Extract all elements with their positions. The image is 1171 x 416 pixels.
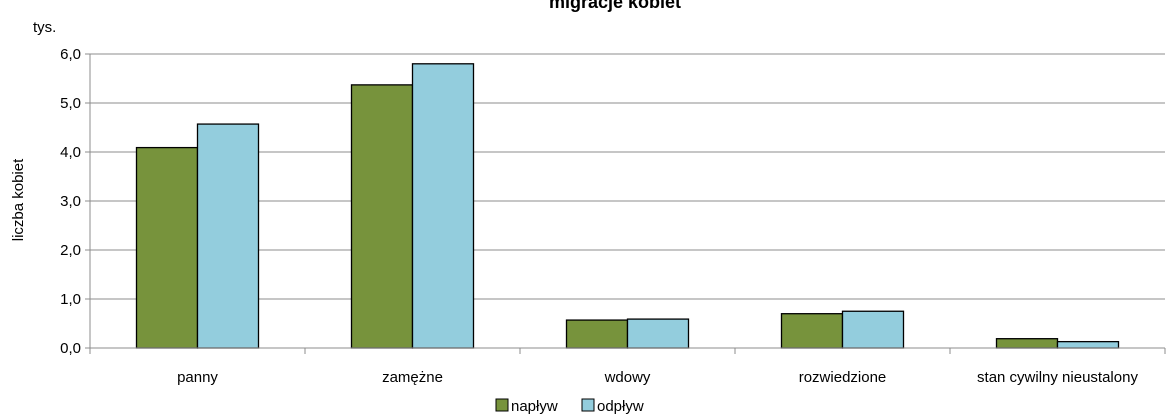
x-category-label: stan cywilny nieustalony bbox=[977, 369, 1138, 386]
bars bbox=[135, 63, 1120, 349]
x-category-label: panny bbox=[177, 369, 218, 386]
y-tick-label: 2,0 bbox=[60, 242, 81, 259]
gridlines bbox=[90, 53, 1165, 300]
bar-napływ bbox=[995, 338, 1059, 349]
legend-swatch bbox=[495, 398, 509, 412]
tick-labels: 0,0 1,0 2,0 3,0 4,0 5,0 6,0 panny zamężne wdowy ro… bbox=[60, 46, 1138, 386]
bar-odpływ bbox=[841, 310, 905, 349]
bar-napływ bbox=[350, 84, 414, 349]
y-tick-label: 0,0 bbox=[60, 340, 81, 357]
bar-odpływ bbox=[1056, 340, 1120, 349]
y-tick-label: 6,0 bbox=[60, 46, 81, 63]
bar-odpływ bbox=[411, 63, 475, 349]
y-axis-title: liczba kobiet bbox=[10, 158, 27, 241]
x-category-label: wdowy bbox=[604, 369, 651, 386]
bar-napływ bbox=[565, 319, 629, 349]
y-tick-label: 5,0 bbox=[60, 95, 81, 112]
legend: napływ odpływ bbox=[495, 398, 644, 415]
bar-napływ bbox=[780, 313, 844, 349]
bar-odpływ bbox=[626, 318, 690, 349]
y-tick-label: 3,0 bbox=[60, 193, 81, 210]
axes bbox=[85, 53, 1166, 354]
legend-swatch bbox=[581, 398, 595, 412]
x-category-label: rozwiedzione bbox=[799, 369, 887, 386]
x-category-label: zamężne bbox=[382, 369, 443, 386]
bar-napływ bbox=[135, 146, 199, 349]
chart-title: migracje kobiet bbox=[549, 0, 681, 12]
legend-label: odpływ bbox=[597, 398, 644, 415]
legend-label: napływ bbox=[511, 398, 558, 415]
y-tick-label: 1,0 bbox=[60, 291, 81, 308]
bar-odpływ bbox=[196, 123, 260, 349]
unit-label: tys. bbox=[33, 19, 56, 36]
y-tick-label: 4,0 bbox=[60, 144, 81, 161]
